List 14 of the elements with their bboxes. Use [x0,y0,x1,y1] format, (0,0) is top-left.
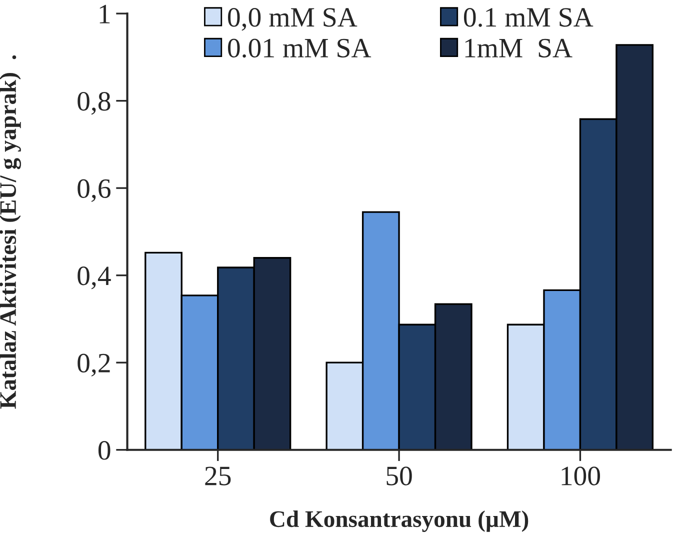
legend-label: 0.01 mM SA [228,38,372,58]
y-tick-label: 0,2 [78,354,110,377]
legend-label: 0.1 mM SA [464,8,594,27]
x-axis-title: Cd Konsantrasyonu (µM) [270,510,528,532]
y-tick-label: 0,8 [78,92,110,115]
legend-label: 0,0 mM SA [228,8,358,31]
y-tick-label: 0 [98,441,110,460]
x-tick-label: 25 [205,466,231,486]
y-tick-label: 0,6 [78,179,110,202]
y-tick-label: 1 [100,4,110,24]
y-tick-label: 0,4 [78,266,111,290]
x-tick-label: 50 [386,466,412,486]
x-tick-label: 100 [562,466,600,486]
legend-label: 1mM SA [465,38,572,58]
